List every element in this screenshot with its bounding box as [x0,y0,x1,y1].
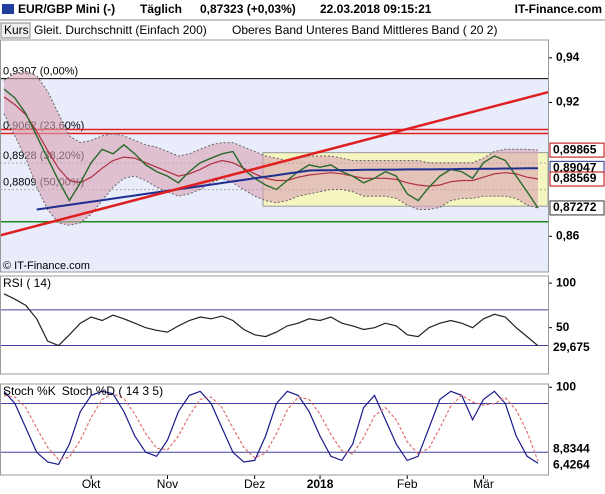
x-tick-label: 2018 [307,477,334,491]
x-tick-label: Mär [473,477,494,491]
y-tick-label: 100 [556,379,576,393]
y-tick-label: 0,94 [556,50,580,64]
legend-box [0,22,31,39]
legend-label: Oberes Band Unteres Band Mittleres Band … [232,23,497,37]
price-label: 0,88569 [553,171,597,185]
x-tick-label: Nov [157,477,178,491]
trend-line [0,90,549,237]
watermark: © IT-Finance.com [3,260,90,272]
price-label-box [549,171,605,187]
interval: Täglich [140,2,182,16]
panel-frame [0,383,549,476]
x-tick-label: Okt [82,477,101,491]
legend-label: Kurs [4,23,29,37]
datetime: 22.03.2018 09:15:21 [320,2,432,16]
x-tick-label: Dez [244,477,265,491]
symbol: EUR/GBP Mini (-) [18,2,115,16]
price-label-box [549,142,605,158]
flag-icon [2,4,14,14]
price-label: 0,87272 [553,200,597,214]
series-line [3,70,539,164]
legend-label: Stoch %D ( 14 3 5) [62,384,163,398]
last-label: 6,4264 [553,457,590,471]
last-label: 29,675 [553,340,590,354]
price-label: 0,89865 [553,142,597,156]
series-line [3,88,539,209]
last-label-bg [550,340,600,355]
y-tick-label: 0,92 [556,95,580,109]
legend-label: Stoch %K [3,384,56,398]
series-line [3,393,539,462]
y-tick-label: 100 [556,275,576,289]
y-tick-label: 50 [556,320,570,334]
last-label-bg [550,458,600,473]
price-label: 0,89047 [553,161,597,175]
legend-label: RSI ( 14) [3,276,51,290]
price-label-box [549,200,605,216]
last-label-bg [550,442,600,457]
brand: IT-Finance.com [515,2,602,16]
series-line [3,390,539,466]
series-line [3,293,539,347]
panel-frame [0,39,549,273]
legend-label: Gleit. Durchschnitt (Einfach 200) [34,23,207,37]
x-tick-label: Feb [397,477,418,491]
price: 0,87323 (+0,03%) [200,2,296,16]
panel-frame [0,275,549,375]
y-tick-label: 0,86 [556,228,580,242]
series-line [36,167,538,211]
last-label: 8,8344 [553,441,590,455]
series-line [3,96,539,187]
band-area [4,71,538,226]
